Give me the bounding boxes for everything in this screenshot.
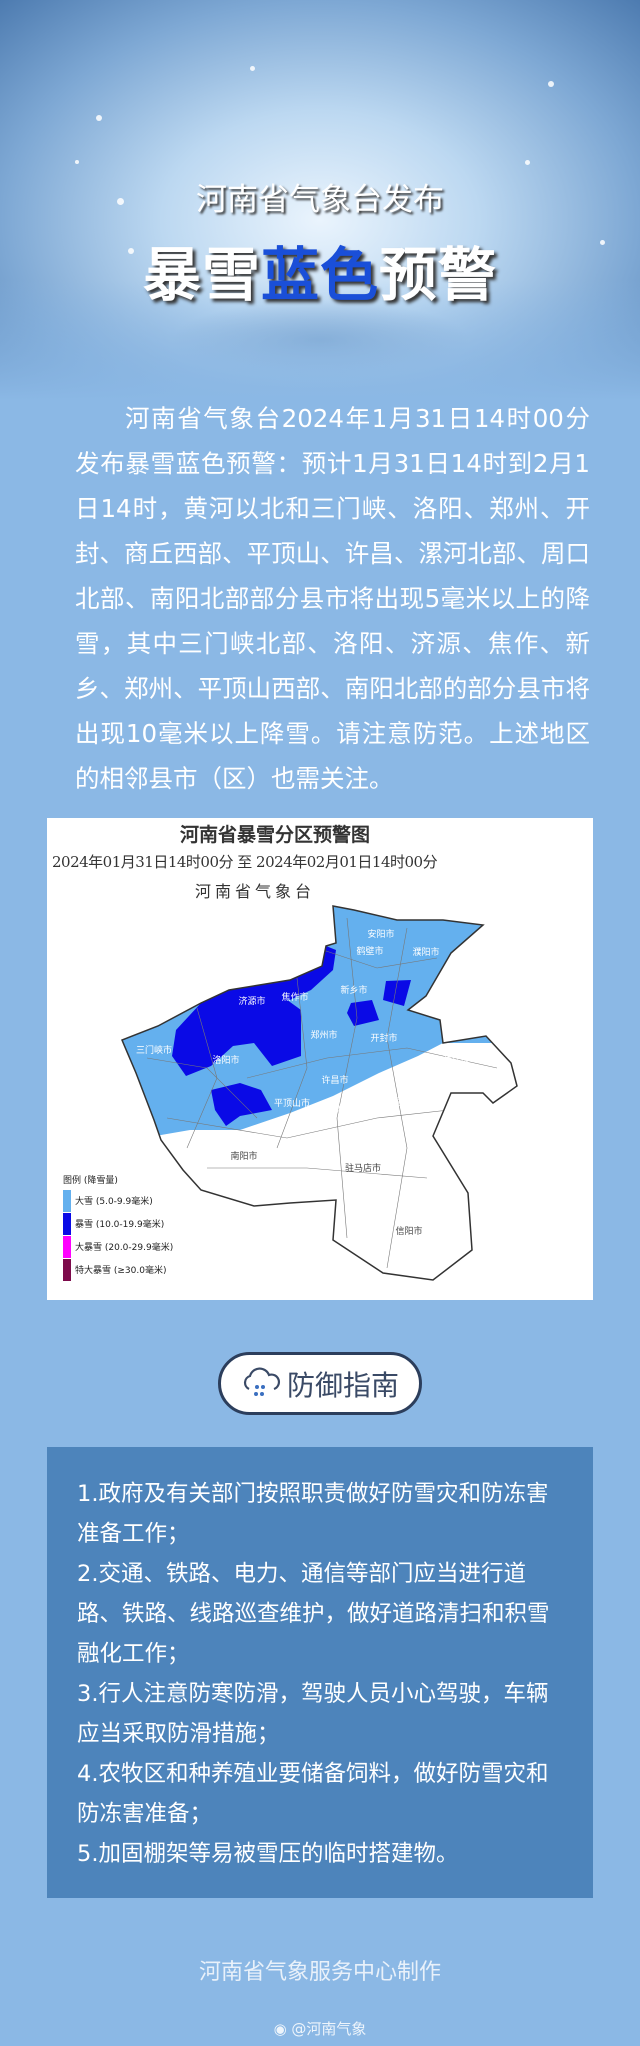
legend-item: 大暴雪 (20.0-29.9毫米)	[63, 1235, 173, 1258]
legend-swatch	[63, 1258, 71, 1281]
city-label: 周口市	[392, 1096, 419, 1108]
guide-item: 3.行人注意防寒防滑，驾驶人员小心驾驶，车辆应当采取防滑措施；	[77, 1681, 549, 1747]
warning-title-part: 暴雪	[142, 241, 261, 309]
city-label: 南阳市	[230, 1150, 257, 1162]
blizzard-area-xinxiang	[347, 1000, 379, 1026]
warning-level: 蓝色	[260, 241, 379, 309]
guide-item: 2.交通、铁路、电力、通信等部门应当进行道路、铁路、线路巡查维护，做好道路清扫和…	[77, 1561, 550, 1667]
city-label: 商丘市	[442, 1053, 469, 1065]
legend-label: 暴雪 (10.0-19.9毫米)	[75, 1220, 165, 1230]
guide-item: 5.加固棚架等易被雪压的临时搭建物。	[77, 1841, 459, 1867]
city-label: 平顶山市	[274, 1097, 310, 1109]
legend-item: 大雪 (5.0-9.9毫米)	[63, 1189, 173, 1212]
blizzard-area-east	[383, 980, 411, 1006]
city-label: 焦作市	[281, 991, 308, 1003]
snowflake	[96, 115, 102, 121]
city-label: 信阳市	[395, 1225, 422, 1237]
footer-credit: 河南省气象服务中心制作	[198, 1960, 441, 1985]
warning-title: 暴雪蓝色预警	[0, 228, 640, 312]
snowflake	[525, 160, 530, 165]
map-title: 河南省暴雪分区预警图	[179, 824, 370, 846]
legend-swatch	[63, 1212, 71, 1235]
legend-swatch	[63, 1235, 71, 1258]
legend-title: 图例 (降雪量)	[63, 1176, 118, 1186]
city-label: 三门峡市	[136, 1044, 172, 1056]
issuer-title: 河南省气象台发布	[196, 182, 444, 218]
snowflake	[128, 248, 134, 254]
legend-label: 特大暴雪 (≥30.0毫米)	[75, 1266, 167, 1276]
city-label: 驻马店市	[345, 1162, 381, 1174]
hero-banner: 河南省气象台发布 暴雪蓝色预警	[0, 0, 640, 400]
snow-warning-map: 安阳市鹤壁市 濮阳市新乡市济源市 焦作市郑州市 开封市三门峡市洛阳市许昌市 平顶山市漯河…	[47, 818, 593, 1300]
defense-guide-badge: 防御指南	[218, 1352, 422, 1415]
city-label: 新乡市	[340, 984, 367, 996]
weibo-icon: ◉	[273, 2020, 292, 2038]
city-label: 濮阳市	[412, 946, 439, 958]
snowflake	[75, 160, 79, 164]
city-label: 鹤壁市	[356, 945, 383, 957]
map-period: 2024年01月31日14时00分 至 2024年02月01日14时00分	[52, 853, 438, 871]
map-issuer: 河南省气象台	[195, 882, 316, 901]
province-border	[121, 905, 518, 1281]
blizzard-area-west	[172, 986, 301, 1076]
legend-item: 特大暴雪 (≥30.0毫米)	[63, 1258, 173, 1281]
guide-item: 4.农牧区和种养殖业要储备饲料，做好防雪灾和防冻害准备；	[77, 1761, 549, 1827]
city-label: 济源市	[238, 995, 265, 1007]
legend-label: 大雪 (5.0-9.9毫米)	[75, 1197, 153, 1207]
city-label: 许昌市	[321, 1074, 348, 1086]
weibo-handle: @河南气象	[291, 2020, 367, 2038]
county-borders	[146, 917, 498, 1269]
weibo-watermark: ◉ @河南气象	[0, 2018, 640, 2039]
guide-item: 1.政府及有关部门按照职责做好防雪灾和防冻害准备工作；	[77, 1481, 549, 1547]
snowflake	[548, 81, 554, 87]
city-label: 安阳市	[367, 928, 394, 940]
snowflake	[600, 240, 605, 245]
city-label: 漯河市	[331, 1104, 358, 1116]
announcement-text: 河南省气象台2024年1月31日14时00分发布暴雪蓝色预警：预计1月31日14…	[75, 404, 590, 793]
legend-swatch	[63, 1189, 71, 1212]
legend-item: 暴雪 (10.0-19.9毫米)	[63, 1212, 173, 1235]
blizzard-area-south	[211, 1083, 272, 1126]
city-label: 郑州市	[310, 1029, 337, 1041]
defense-guide-box: 1.政府及有关部门按照职责做好防雪灾和防冻害准备工作； 2.交通、铁路、电力、通…	[47, 1447, 593, 1898]
badge-label: 防御指南	[286, 1368, 399, 1402]
hero-fade	[0, 280, 640, 400]
map-legend: 图例 (降雪量) 大雪 (5.0-9.9毫米) 暴雪 (10.0-19.9毫米)…	[63, 1173, 173, 1281]
snowflake	[250, 66, 255, 71]
snow-cloud-icon	[243, 1366, 280, 1396]
city-label: 开封市	[370, 1032, 397, 1044]
legend-label: 大暴雪 (20.0-29.9毫米)	[75, 1243, 174, 1253]
warning-title-part: 预警	[379, 241, 498, 309]
snowflake	[117, 198, 124, 205]
city-label: 洛阳市	[212, 1054, 239, 1066]
blizzard-area-river	[229, 946, 336, 1000]
